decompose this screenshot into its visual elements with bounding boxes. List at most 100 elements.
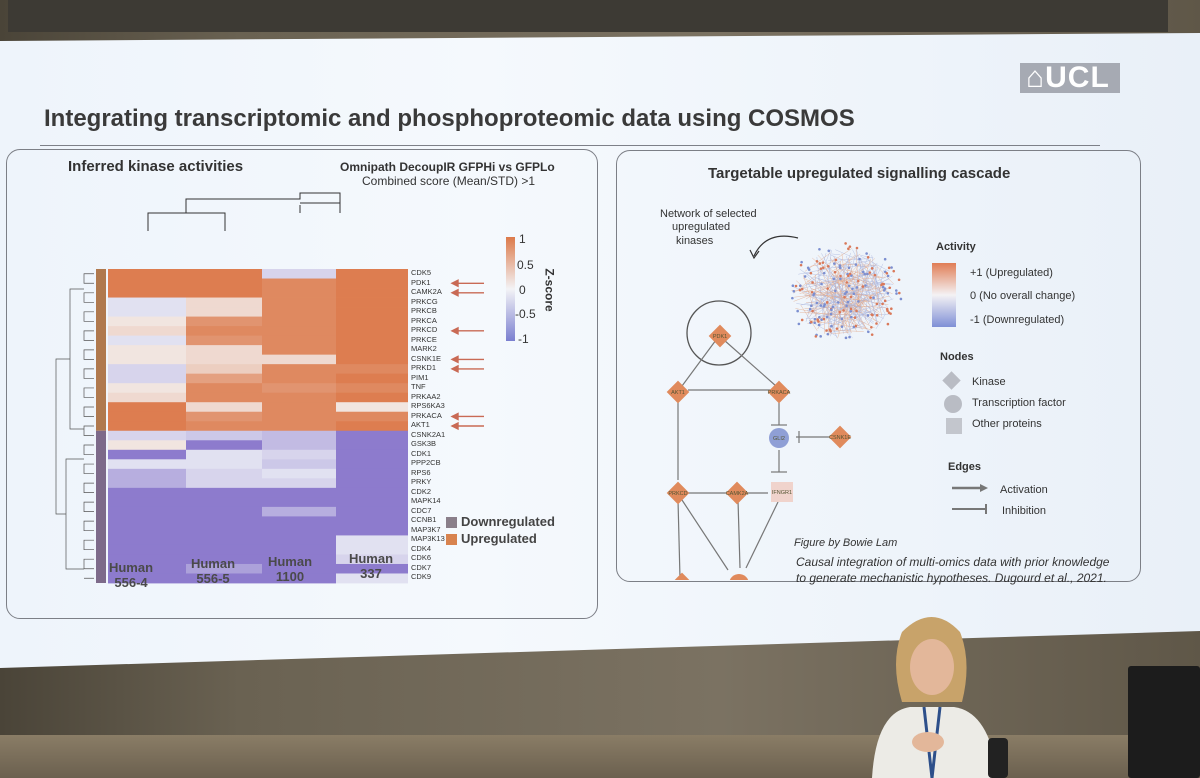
heatmap-cell — [262, 573, 336, 584]
sample-label-4: Human 337 — [348, 551, 394, 581]
heatmap-cell — [108, 421, 186, 432]
heatmap-cell — [262, 345, 336, 356]
colorbar-tick-2: 0.5 — [517, 258, 534, 272]
heatmap-cell — [336, 459, 408, 470]
gene-label: PPP2CB — [411, 458, 441, 468]
network-node-label: CSNK1E — [829, 435, 851, 441]
heatmap-cell — [262, 516, 336, 527]
network-node-label: PDK1 — [713, 334, 727, 340]
heatmap-cell — [108, 449, 186, 460]
heatmap-cell — [336, 326, 408, 337]
heatmap-cell — [262, 269, 336, 279]
heatmap-cell — [336, 307, 408, 317]
heatmap-cell — [262, 449, 336, 460]
network-label-3: kinases — [676, 235, 714, 247]
heatmap-cell — [186, 573, 262, 584]
network-node-stat1 — [729, 574, 749, 580]
row-annotation-down — [96, 430, 106, 583]
heatmap-cell — [262, 402, 336, 413]
heatmap — [55, 192, 484, 584]
heatmap-cell — [108, 487, 186, 498]
cascade-panel — [616, 150, 1141, 582]
heatmap-cell — [262, 326, 336, 337]
heatmap-cell — [262, 307, 336, 317]
heatmap-cell — [108, 468, 186, 479]
heatmap-cell — [108, 316, 186, 327]
gene-label: PDK1 — [411, 277, 431, 287]
slide-title: Integrating transcriptomic and phosphopr… — [44, 105, 855, 132]
heatmap-cell — [186, 544, 262, 555]
heatmap-cell — [186, 525, 262, 536]
highlight-arrowhead — [450, 421, 459, 431]
tf-icon — [944, 395, 962, 413]
heatmap-cell — [186, 421, 262, 432]
heatmap-cell — [108, 364, 186, 375]
activity-zero: 0 (No overall change) — [970, 290, 1076, 302]
heatmap-cell — [336, 411, 408, 422]
highlight-arrowhead — [450, 288, 459, 297]
heatmap-cell — [336, 335, 408, 346]
heatmap-cell — [186, 487, 262, 498]
heatmap-cell — [186, 430, 262, 441]
gene-label: PRKCE — [411, 334, 437, 344]
heatmap-cell — [108, 411, 186, 422]
heatmap-cell — [262, 373, 336, 384]
heatmap-cell — [108, 459, 186, 470]
heatmap-cell — [262, 563, 336, 574]
heatmap-cell — [108, 288, 186, 298]
heatmap-cell — [108, 573, 186, 584]
gene-label: TNF — [411, 382, 426, 392]
heatmap-cell — [262, 468, 336, 479]
heatmap-cell — [262, 364, 336, 375]
heatmap-cell — [336, 554, 408, 565]
projection-screen: ⌂UCL Integrating transcriptomic and phos… — [0, 33, 1200, 668]
heatmap-cell — [186, 563, 262, 574]
heatmap-cell — [108, 335, 186, 346]
network-node-label: PRKCD — [668, 491, 687, 497]
colorbar-tick-3: 0 — [519, 283, 526, 297]
heatmap-cell — [262, 440, 336, 451]
edge-legend-icons — [952, 484, 988, 514]
heatmap-cell — [336, 516, 408, 527]
heatmap-cell — [186, 288, 262, 298]
heatmap-cell — [186, 335, 262, 346]
heatmap-cell — [336, 373, 408, 384]
heatmap-cell — [186, 411, 262, 422]
heatmap-cell — [186, 383, 262, 394]
heatmap-cell — [262, 383, 336, 394]
heatmap-cell — [262, 554, 336, 565]
legend-up-label: Upregulated — [461, 531, 537, 546]
citation-line-1: Causal integration of multi-omics data w… — [796, 555, 1110, 569]
heatmap-cell — [108, 373, 186, 384]
heatmap-cell — [262, 459, 336, 470]
gene-label: CAMK2A — [411, 287, 442, 297]
network-node-nfngr1 — [771, 482, 793, 502]
heatmap-cell — [336, 525, 408, 536]
heatmap-cell — [262, 288, 336, 298]
heatmap-cell — [108, 354, 186, 365]
heatmap-cell — [336, 478, 408, 489]
colorbar-label: Z-score — [542, 268, 557, 312]
network-label-1: Network of selected — [660, 208, 757, 220]
ucl-logo: ⌂UCL — [1020, 63, 1120, 93]
heatmap-cell — [336, 288, 408, 298]
network-node-prkd1 — [670, 572, 694, 580]
heatmap-cell — [108, 506, 186, 517]
heatmap-cell — [262, 316, 336, 327]
heatmap-cell — [108, 525, 186, 536]
activity-title: Activity — [936, 241, 976, 253]
heatmap-cell — [262, 535, 336, 546]
heatmap-cell — [336, 269, 408, 279]
heatmap-cell — [336, 316, 408, 327]
heatmap-cell — [336, 364, 408, 375]
heatmap-cell — [336, 354, 408, 365]
heatmap-cell — [108, 516, 186, 527]
heatmap-cell — [336, 506, 408, 517]
heatmap-cell — [336, 430, 408, 441]
heatmap-cell — [186, 297, 262, 308]
gene-label: MARK2 — [411, 344, 437, 354]
heatmap-cell — [262, 421, 336, 432]
gene-label: PRKACA — [411, 410, 442, 420]
heatmap-cell — [262, 544, 336, 555]
gene-label: CDK7 — [411, 562, 432, 572]
